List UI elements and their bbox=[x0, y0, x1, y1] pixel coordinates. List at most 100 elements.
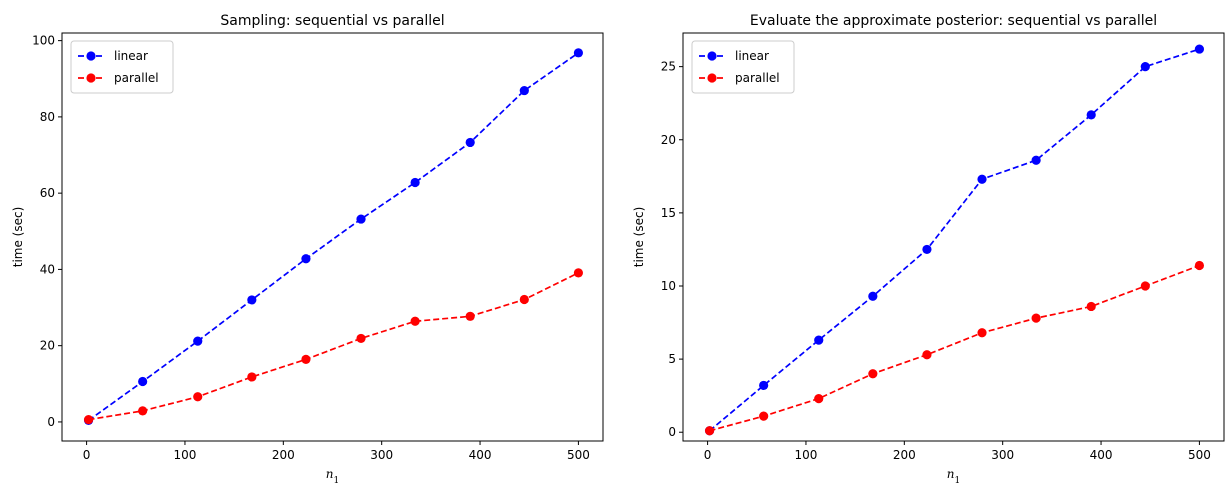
axes-frame bbox=[61, 32, 604, 442]
data-point bbox=[977, 328, 987, 338]
data-point bbox=[573, 268, 584, 278]
data-point bbox=[301, 354, 311, 364]
legend-entry-linear: linear bbox=[78, 49, 148, 63]
y-axis-label: time (sec) bbox=[632, 207, 646, 268]
data-point bbox=[868, 369, 878, 379]
legend-entry-parallel: parallel bbox=[699, 71, 780, 85]
series-linear bbox=[83, 48, 584, 426]
data-point bbox=[1194, 44, 1205, 54]
x-tick-label: 300 bbox=[370, 448, 393, 462]
x-tick-label: 500 bbox=[1188, 448, 1211, 462]
x-tick-label: 0 bbox=[704, 448, 712, 462]
x-axis-label: n1 bbox=[326, 467, 339, 486]
x-axis-label-subscript: 1 bbox=[955, 476, 961, 486]
series-parallel bbox=[83, 268, 584, 425]
x-tick-label: 200 bbox=[893, 448, 916, 462]
x-axis-label-base: n bbox=[326, 467, 334, 481]
legend-swatch-marker bbox=[707, 51, 717, 61]
data-point bbox=[1140, 281, 1150, 291]
series-line bbox=[88, 52, 579, 422]
series-linear bbox=[704, 44, 1205, 436]
x-tick-label: 100 bbox=[174, 448, 197, 462]
legend-swatch-marker bbox=[86, 51, 96, 61]
x-tick-label: 200 bbox=[272, 448, 295, 462]
data-point bbox=[977, 174, 987, 184]
legend-box bbox=[691, 40, 795, 94]
data-point bbox=[704, 426, 715, 436]
data-point bbox=[573, 48, 584, 58]
y-axis-label: time (sec) bbox=[11, 207, 25, 268]
series-parallel bbox=[704, 260, 1205, 436]
data-point bbox=[83, 415, 94, 425]
data-point bbox=[1086, 301, 1096, 312]
y-tick-label: 80 bbox=[40, 110, 55, 124]
legend: linear parallel bbox=[70, 40, 174, 94]
data-point bbox=[922, 244, 932, 255]
y-tick-label: 15 bbox=[661, 206, 676, 220]
legend-swatch-marker bbox=[707, 73, 717, 83]
data-point bbox=[1031, 155, 1041, 165]
data-point bbox=[1031, 313, 1041, 323]
data-point bbox=[868, 291, 878, 301]
data-point bbox=[519, 294, 529, 305]
y-tick-label: 0 bbox=[47, 415, 55, 429]
y-tick-label: 0 bbox=[668, 425, 676, 439]
legend-label: linear bbox=[114, 49, 148, 63]
x-tick-label: 400 bbox=[469, 448, 492, 462]
legend: linear parallel bbox=[691, 40, 795, 94]
data-point bbox=[138, 406, 148, 416]
data-point bbox=[759, 380, 769, 391]
x-tick-label: 500 bbox=[567, 448, 590, 462]
data-point bbox=[193, 336, 203, 346]
data-point bbox=[465, 137, 475, 148]
legend-swatch-marker bbox=[86, 73, 96, 83]
data-point bbox=[814, 335, 824, 345]
data-point bbox=[814, 393, 824, 404]
data-point bbox=[465, 311, 475, 321]
x-tick-label: 0 bbox=[83, 448, 91, 462]
y-tick-label: 40 bbox=[40, 262, 55, 276]
series-line bbox=[709, 264, 1200, 432]
data-point bbox=[247, 295, 257, 305]
data-point bbox=[410, 316, 420, 326]
y-tick-label: 100 bbox=[32, 34, 55, 48]
data-point bbox=[301, 254, 311, 264]
x-axis-label: n1 bbox=[947, 467, 960, 486]
data-point bbox=[1086, 110, 1096, 120]
data-point bbox=[193, 392, 203, 402]
data-point bbox=[356, 214, 366, 224]
data-point bbox=[410, 177, 420, 188]
chart-2: Evaluate the approximate posterior: sequ… bbox=[632, 13, 1225, 486]
legend-entry-linear: linear bbox=[699, 49, 769, 63]
data-point bbox=[247, 372, 257, 382]
chart-title: Sampling: sequential vs parallel bbox=[220, 13, 444, 29]
data-point bbox=[519, 85, 529, 96]
legend-entry-parallel: parallel bbox=[78, 71, 159, 85]
x-axis-label-base: n bbox=[947, 467, 955, 481]
series-line bbox=[709, 48, 1200, 432]
data-point bbox=[759, 411, 769, 421]
legend-box bbox=[70, 40, 174, 94]
y-tick-label: 20 bbox=[661, 133, 676, 147]
y-tick-label: 5 bbox=[668, 352, 676, 366]
data-point bbox=[922, 350, 932, 360]
y-tick-label: 20 bbox=[40, 339, 55, 353]
x-tick-label: 300 bbox=[991, 448, 1014, 462]
data-point bbox=[1140, 62, 1150, 72]
legend-label: parallel bbox=[114, 71, 159, 85]
data-point bbox=[356, 333, 366, 344]
series-line bbox=[88, 272, 579, 421]
x-axis-label-subscript: 1 bbox=[334, 476, 340, 486]
legend-label: linear bbox=[735, 49, 769, 63]
data-point bbox=[1194, 260, 1205, 271]
chart-title: Evaluate the approximate posterior: sequ… bbox=[750, 13, 1157, 29]
y-tick-label: 60 bbox=[40, 186, 55, 200]
axes-frame bbox=[682, 32, 1225, 442]
y-tick-label: 10 bbox=[661, 279, 676, 293]
y-tick-label: 25 bbox=[661, 60, 676, 74]
legend-label: parallel bbox=[735, 71, 780, 85]
x-tick-label: 100 bbox=[795, 448, 818, 462]
data-point bbox=[138, 376, 148, 387]
